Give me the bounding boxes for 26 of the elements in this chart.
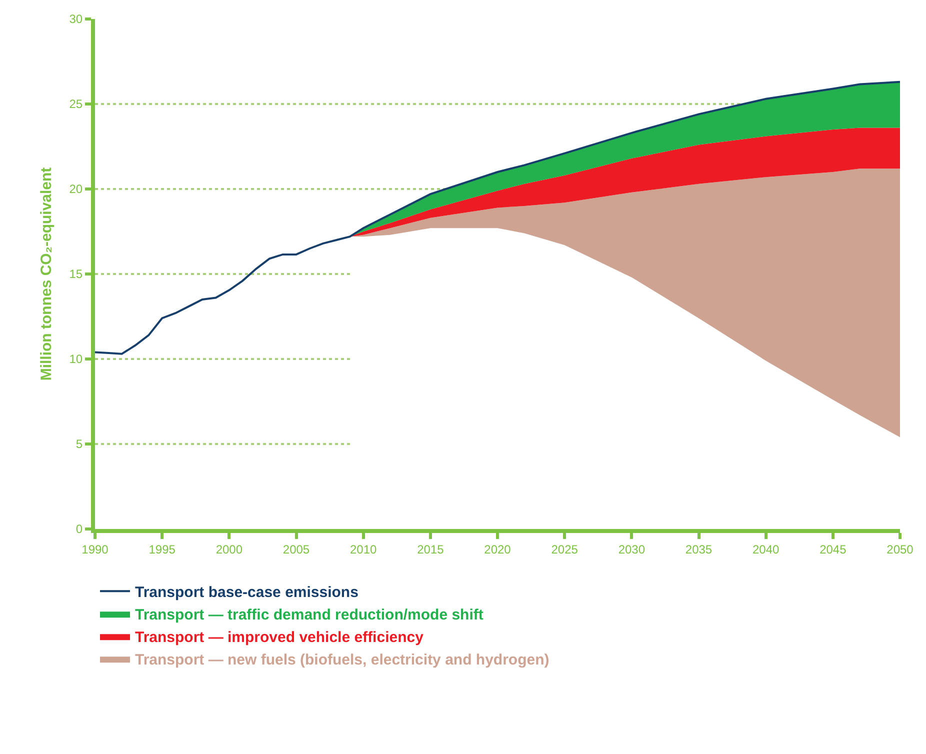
y-tick-label: 5 xyxy=(76,437,83,452)
y-tick-label: 10 xyxy=(69,352,83,366)
y-axis-title: Million tonnes CO₂-equivalent xyxy=(38,167,55,381)
legend-label: Transport base-case emissions xyxy=(135,584,358,601)
x-tick-label: 2015 xyxy=(417,542,444,556)
legend-label: Transport — improved vehicle efficiency xyxy=(135,629,424,646)
x-tick-label: 2030 xyxy=(618,542,646,556)
x-tick-label: 2000 xyxy=(216,542,243,556)
x-tick-label: 2035 xyxy=(685,542,712,556)
x-tick-label: 1990 xyxy=(82,542,109,556)
x-tick-label: 2005 xyxy=(282,542,310,556)
line-series xyxy=(95,80,900,355)
y-tick-label: 15 xyxy=(69,267,83,282)
legend-label: Transport — traffic demand reduction/mode shift xyxy=(135,606,484,624)
x-tick-label: 2040 xyxy=(752,542,780,556)
y-tick-label: 20 xyxy=(69,182,83,196)
x-tick-label: 2010 xyxy=(350,542,377,556)
legend-label: Transport — new fuels (biofuels, electricity and hydrogen) xyxy=(135,652,550,668)
x-tick-label: 2025 xyxy=(551,542,578,556)
x-tick-label: 2045 xyxy=(820,542,847,556)
x-tick-label: 2020 xyxy=(484,542,512,556)
x-tick-label: 1995 xyxy=(148,542,176,556)
x-tick-label: 2050 xyxy=(886,542,914,556)
y-tick-label: 0 xyxy=(76,522,83,536)
y-tick-label: 25 xyxy=(69,97,83,112)
y-tick-label: 30 xyxy=(69,12,83,26)
